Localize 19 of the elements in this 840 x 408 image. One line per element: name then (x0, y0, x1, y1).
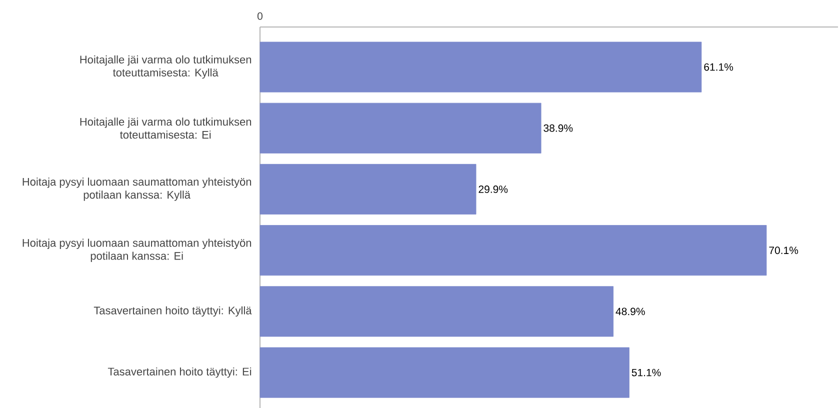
y-tick-label: Hoitajalle jäi varma olo tutkimuksen toteuttamisesta: Ei (80, 118, 252, 139)
data-label: 29.9% (478, 186, 508, 193)
data-label: 51.1% (632, 368, 661, 376)
y-tick-label: Hoitaja pysyi luomaan saumattoman yhteistyön potilaan kanssa: Ei (22, 238, 252, 262)
bar (260, 164, 476, 214)
y-tick-label: Hoitaja pysyi luomaan saumattoman yhteistyön potilaan kanssa: Kyllä (22, 178, 252, 201)
bar (260, 102, 542, 154)
data-label: 61.1% (704, 63, 734, 71)
data-label: 38.9% (544, 124, 573, 132)
data-label: 70.1% (769, 246, 798, 254)
y-tick-label: Tasavertainen hoito täyttyi: Kyllä (94, 306, 252, 317)
bar (260, 286, 614, 337)
bar (260, 225, 767, 276)
bar (260, 42, 702, 92)
data-label: 48.9% (616, 308, 645, 316)
y-tick-label: Hoitajalle jäi varma olo tutkimuksen toteuttamisesta: Kyllä (80, 55, 252, 79)
y-tick-label: Tasavertainen hoito täyttyi: Ei (108, 367, 252, 378)
bar (260, 347, 630, 398)
text: 0 (257, 12, 263, 20)
